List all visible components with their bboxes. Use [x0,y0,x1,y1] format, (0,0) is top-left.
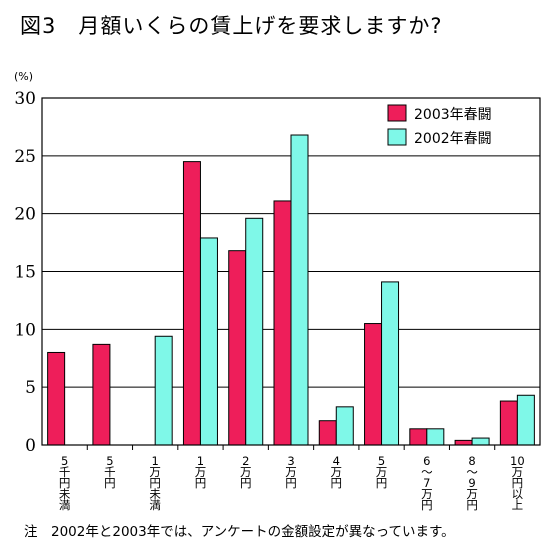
x-tick-label: 1 万円未満 [149,454,161,512]
x-tick-label-part: 万 [512,465,524,479]
bar [182,161,201,446]
legend-label: 2003年春闘 [414,107,492,123]
y-tick-label: 15 [14,263,36,283]
x-tick-label-part: 7 [423,476,430,490]
chart-title: 図3 月額いくらの賃上げを要求しますか? [20,14,443,38]
x-tick-label-part: 上 [512,498,524,512]
footnote: 注 2002年と2003年では、アンケートの金額設定が異なっています。 [24,524,455,540]
x-tick-label-part: 5 [106,454,113,468]
x-tick-label-part: 万 [195,465,207,479]
bar [426,428,445,446]
x-tick-label-part: 円 [149,476,161,490]
y-axis-unit: (%) [14,70,33,83]
bars [47,134,535,446]
bar [381,281,400,446]
x-tick-label-part: 9 [468,476,475,490]
x-tick-label-part: 万 [376,465,388,479]
bar [318,420,337,446]
bar [335,406,354,446]
x-tick-label-part: 2 [242,454,249,468]
x-tick-label-part: 未 [149,487,161,501]
x-tick-label-part: 3 [287,454,294,468]
bar [154,335,173,446]
x-tick-label-part: 円 [104,476,116,490]
x-tick-label-part: 1 [152,454,159,468]
x-tick-label: 3 万円 [285,454,297,490]
bar [245,217,264,446]
x-tick-label-part: 5 [61,454,68,468]
x-tick-label-part: 千 [59,465,71,479]
x-tick-label-part: 8 [468,454,475,468]
legend-swatch [387,104,407,122]
bar [409,428,428,446]
x-tick-label-part: 満 [59,498,71,512]
bar [228,250,247,446]
x-tick-label: 10 万円以上 [510,454,525,512]
y-tick-label: 25 [14,147,36,167]
bar [471,437,490,446]
x-tick-label-part: 円 [195,476,207,490]
x-tick-label-part: 万 [421,487,433,501]
bar [290,134,309,446]
x-tick-label-part: 円 [376,476,388,490]
x-tick-label-part: 1 [197,454,204,468]
bar [47,351,66,446]
x-tick-label: 1 万円 [195,454,207,490]
y-tick-label: 5 [25,378,36,398]
x-tick-label: 2 万円 [240,454,252,490]
bar [516,394,535,446]
y-tick-label: 30 [14,89,36,109]
x-tick-label-part: 以 [512,487,524,501]
x-tick-label-part: 未 [59,487,71,501]
bar [92,343,111,446]
legend-swatch [387,128,407,146]
x-tick-label-part: 円 [59,476,71,490]
x-tick-label-part: 万 [149,465,161,479]
x-tick-label-part: 円 [512,476,524,490]
x-tick-label-part: 円 [240,476,252,490]
bar [273,200,292,446]
x-tick-label: 4 万円 [331,454,343,490]
bar [454,439,473,446]
bar [364,323,383,446]
x-tick-label-part: 円 [331,476,343,490]
x-tick-label-part: 4 [333,454,340,468]
x-tick-label-part: 〜 [421,465,433,479]
bar [499,400,518,446]
y-tick-label: 20 [14,205,36,225]
x-tick-label-part: 万 [331,465,343,479]
plot-frame [41,97,541,446]
x-tick-label-part: 10 [510,454,525,468]
x-tick-label-part: 万 [285,465,297,479]
x-tick-label-part: 万 [466,487,478,501]
legend: 2003年春闘 2002年春闘 [387,104,492,147]
x-tick-label-part: 円 [285,476,297,490]
axes [41,97,541,450]
x-tick-label: 5 万円 [376,454,388,490]
x-tick-label-part: 千 [104,465,116,479]
x-tick-label: 5 千円未満 [59,454,71,512]
x-tick-label-part: 円 [466,498,478,512]
x-tick-label: 5 千円 [104,454,116,490]
legend-label: 2002年春闘 [414,131,492,147]
bar [199,237,218,446]
x-tick-label-part: 5 [378,454,385,468]
x-tick-label: 6 〜 7 万円 [421,454,433,512]
y-tick-label: 0 [25,436,36,456]
x-tick-label-part: 円 [421,498,433,512]
x-tick-label-part: 万 [240,465,252,479]
x-tick-label-part: 〜 [466,465,478,479]
x-tick-label-part: 6 [423,454,430,468]
x-tick-label: 8 〜 9 万円 [466,454,478,512]
x-tick-label-part: 満 [149,498,161,512]
y-tick-label: 10 [14,320,36,340]
